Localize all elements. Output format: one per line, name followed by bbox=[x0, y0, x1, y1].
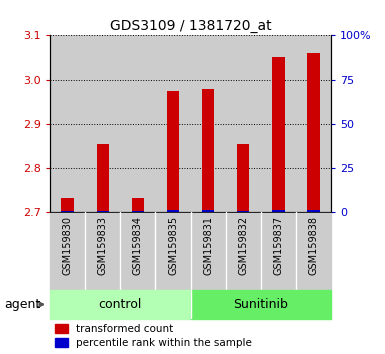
FancyBboxPatch shape bbox=[121, 213, 155, 290]
Bar bbox=[202, 90, 214, 212]
FancyBboxPatch shape bbox=[85, 213, 120, 290]
Legend: transformed count, percentile rank within the sample: transformed count, percentile rank withi… bbox=[55, 324, 252, 348]
FancyBboxPatch shape bbox=[296, 213, 331, 290]
FancyBboxPatch shape bbox=[191, 213, 225, 290]
Bar bbox=[226, 35, 261, 212]
Bar bbox=[62, 211, 74, 212]
Bar bbox=[296, 35, 331, 212]
Text: GSM159830: GSM159830 bbox=[63, 216, 73, 275]
FancyBboxPatch shape bbox=[156, 213, 190, 290]
Text: Sunitinib: Sunitinib bbox=[233, 298, 288, 311]
FancyBboxPatch shape bbox=[50, 290, 191, 319]
Text: GSM159833: GSM159833 bbox=[98, 216, 108, 275]
Bar bbox=[132, 198, 144, 212]
Bar bbox=[191, 35, 226, 212]
Bar bbox=[156, 35, 191, 212]
Bar bbox=[167, 91, 179, 212]
Bar bbox=[307, 210, 320, 212]
Text: GSM159832: GSM159832 bbox=[238, 216, 248, 275]
Text: GSM159835: GSM159835 bbox=[168, 216, 178, 275]
Bar bbox=[85, 35, 120, 212]
Bar bbox=[50, 35, 85, 212]
Bar bbox=[272, 57, 285, 212]
Title: GDS3109 / 1381720_at: GDS3109 / 1381720_at bbox=[110, 19, 271, 33]
Bar bbox=[272, 210, 285, 212]
FancyBboxPatch shape bbox=[261, 213, 296, 290]
Text: GSM159831: GSM159831 bbox=[203, 216, 213, 275]
Bar bbox=[261, 35, 296, 212]
Bar bbox=[167, 210, 179, 212]
Bar bbox=[97, 144, 109, 212]
Bar bbox=[237, 144, 249, 212]
Text: GSM159834: GSM159834 bbox=[133, 216, 143, 275]
FancyBboxPatch shape bbox=[50, 213, 85, 290]
Bar bbox=[237, 211, 249, 212]
Bar bbox=[202, 210, 214, 212]
Text: agent: agent bbox=[4, 298, 40, 311]
Text: GSM159837: GSM159837 bbox=[273, 216, 283, 275]
Text: GSM159838: GSM159838 bbox=[308, 216, 318, 275]
Bar bbox=[132, 211, 144, 212]
Bar bbox=[97, 211, 109, 212]
Bar bbox=[62, 198, 74, 212]
Bar bbox=[307, 53, 320, 212]
FancyBboxPatch shape bbox=[191, 290, 331, 319]
FancyBboxPatch shape bbox=[226, 213, 261, 290]
Text: control: control bbox=[99, 298, 142, 311]
Bar bbox=[121, 35, 156, 212]
